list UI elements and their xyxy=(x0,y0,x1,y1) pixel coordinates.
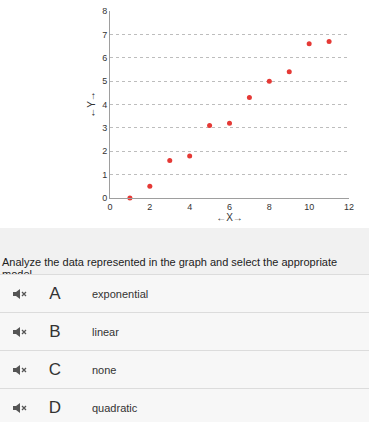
svg-text:10: 10 xyxy=(304,202,314,212)
svg-text:6: 6 xyxy=(227,202,232,212)
svg-text:2: 2 xyxy=(102,146,107,156)
svg-text:5: 5 xyxy=(102,76,107,86)
svg-text:7: 7 xyxy=(102,30,107,40)
html-text:Analyze the data represented i: Analyze the data represented in the grap… xyxy=(2,256,338,280)
svg-text:0: 0 xyxy=(102,193,107,203)
html-text:quadratic: quadratic xyxy=(92,401,138,414)
svg-text:←X→: ←X→ xyxy=(216,212,243,223)
svg-text:8: 8 xyxy=(267,202,272,212)
svg-text:6: 6 xyxy=(102,53,107,63)
html-text:exponential: exponential xyxy=(92,287,149,300)
svg-text:←Y→: ←Y→ xyxy=(86,91,97,118)
svg-text:8: 8 xyxy=(102,6,107,16)
html-text:C: C xyxy=(48,359,62,379)
html-text:none: none xyxy=(92,363,117,376)
svg-text:4: 4 xyxy=(187,202,192,212)
html-text:A: A xyxy=(49,283,61,303)
svg-text:2: 2 xyxy=(147,202,152,212)
svg-text:4: 4 xyxy=(102,100,107,110)
svg-text:12: 12 xyxy=(344,202,354,212)
html-text:B: B xyxy=(49,321,61,341)
svg-text:0: 0 xyxy=(107,202,112,212)
html-text:D: D xyxy=(48,397,62,417)
svg-text:3: 3 xyxy=(102,123,107,133)
html-text:linear: linear xyxy=(92,325,119,338)
svg-text:1: 1 xyxy=(102,170,107,180)
